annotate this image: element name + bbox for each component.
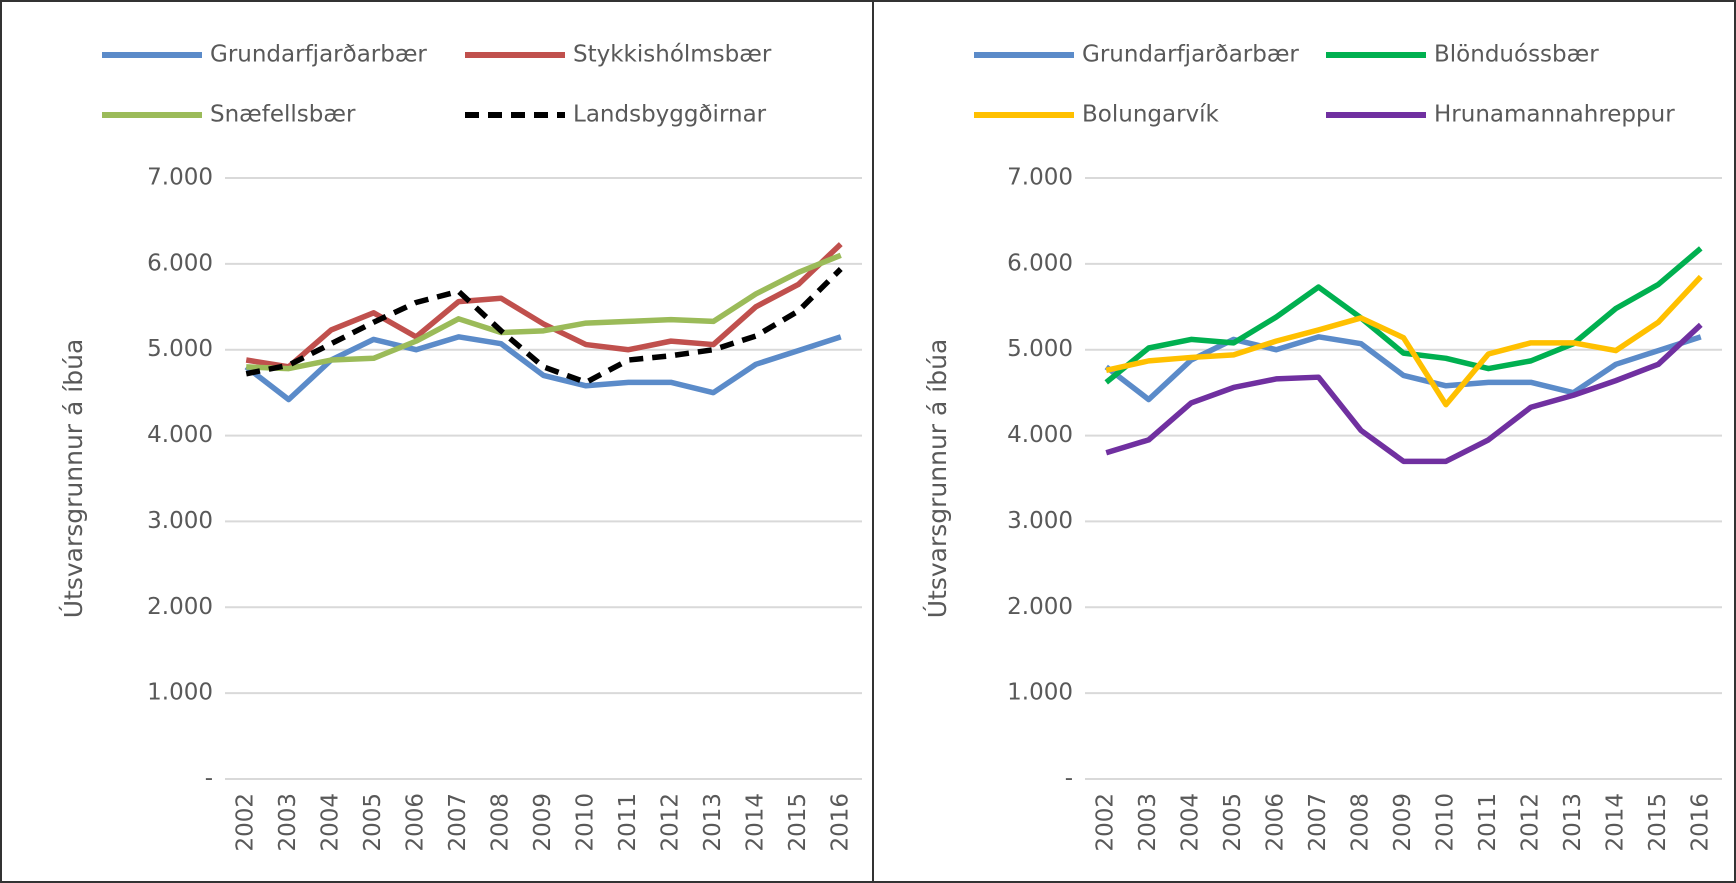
- x-tick-label: 2008: [1348, 793, 1374, 852]
- x-tick-label: 2006: [1263, 793, 1289, 852]
- legend-label: Landsbyggðirnar: [573, 102, 767, 128]
- y-tick-label: 3.000: [147, 508, 213, 534]
- y-tick-label: 6.000: [1007, 250, 1073, 276]
- x-tick-label: 2002: [233, 793, 259, 852]
- x-tick-label: 2008: [488, 793, 514, 852]
- y-tick-label: 1.000: [1007, 680, 1073, 706]
- legend-label: Snæfellsbær: [210, 102, 356, 128]
- y-tick-label: 4.000: [147, 422, 213, 448]
- x-tick-label: 2009: [530, 793, 556, 852]
- series-line: [244, 334, 842, 403]
- x-tick-label: 2016: [1687, 793, 1713, 852]
- y-tick-label: -: [1065, 766, 1073, 792]
- x-tick-label: 2010: [572, 793, 598, 852]
- x-tick-label: 2003: [1135, 793, 1161, 852]
- y-tick-label: 4.000: [1007, 422, 1073, 448]
- y-tick-label: 5.000: [147, 336, 213, 362]
- y-axis-title: Útsvarsgrunnur á íbúa: [922, 339, 952, 619]
- legend-label: Blönduóssbær: [1434, 42, 1599, 68]
- x-tick-label: 2007: [445, 793, 471, 852]
- x-tick-label: 2006: [403, 793, 429, 852]
- x-tick-label: 2010: [1432, 793, 1458, 852]
- series-line: [246, 252, 842, 372]
- x-tick-label: 2007: [1305, 793, 1331, 852]
- x-tick-label: 2009: [1390, 793, 1416, 852]
- legend-label: Bolungarvík: [1082, 102, 1220, 128]
- y-tick-label: -: [205, 766, 213, 792]
- x-tick-label: 2013: [1560, 793, 1586, 852]
- x-tick-label: 2014: [742, 793, 768, 852]
- x-tick-label: 2012: [1517, 793, 1543, 852]
- x-tick-label: 2015: [1645, 793, 1671, 852]
- series-line: [245, 242, 843, 370]
- x-tick-label: 2003: [275, 793, 301, 852]
- x-tick-label: 2005: [360, 793, 386, 852]
- series-line: [1104, 246, 1703, 385]
- legend-label: Grundarfjarðarbær: [1082, 42, 1299, 68]
- y-tick-label: 5.000: [1007, 336, 1073, 362]
- x-tick-label: 2002: [1093, 793, 1119, 852]
- x-tick-label: 2004: [1178, 793, 1204, 852]
- x-tick-label: 2004: [318, 793, 344, 852]
- x-tick-label: 2013: [700, 793, 726, 852]
- y-tick-label: 3.000: [1007, 508, 1073, 534]
- x-tick-label: 2014: [1602, 793, 1628, 852]
- legend-label: Hrunamannahreppur: [1434, 102, 1675, 128]
- series-line: [1105, 274, 1703, 408]
- y-axis-title: Útsvarsgrunnur á íbúa: [58, 339, 88, 619]
- x-tick-label: 2011: [1475, 793, 1501, 852]
- legend-label: Stykkishólmsbær: [573, 42, 772, 68]
- y-tick-label: 2.000: [1007, 594, 1073, 620]
- y-tick-label: 7.000: [1007, 165, 1073, 191]
- series-line: [1104, 334, 1702, 403]
- y-tick-label: 1.000: [147, 680, 213, 706]
- series-line: [1105, 322, 1703, 465]
- x-tick-label: 2005: [1220, 793, 1246, 852]
- y-tick-label: 7.000: [147, 165, 213, 191]
- x-tick-label: 2015: [785, 793, 811, 852]
- y-tick-label: 2.000: [147, 594, 213, 620]
- x-tick-label: 2011: [615, 793, 641, 852]
- x-tick-label: 2012: [657, 793, 683, 852]
- y-tick-label: 6.000: [147, 250, 213, 276]
- legend-label: Grundarfjarðarbær: [210, 42, 427, 68]
- x-tick-label: 2016: [827, 793, 853, 852]
